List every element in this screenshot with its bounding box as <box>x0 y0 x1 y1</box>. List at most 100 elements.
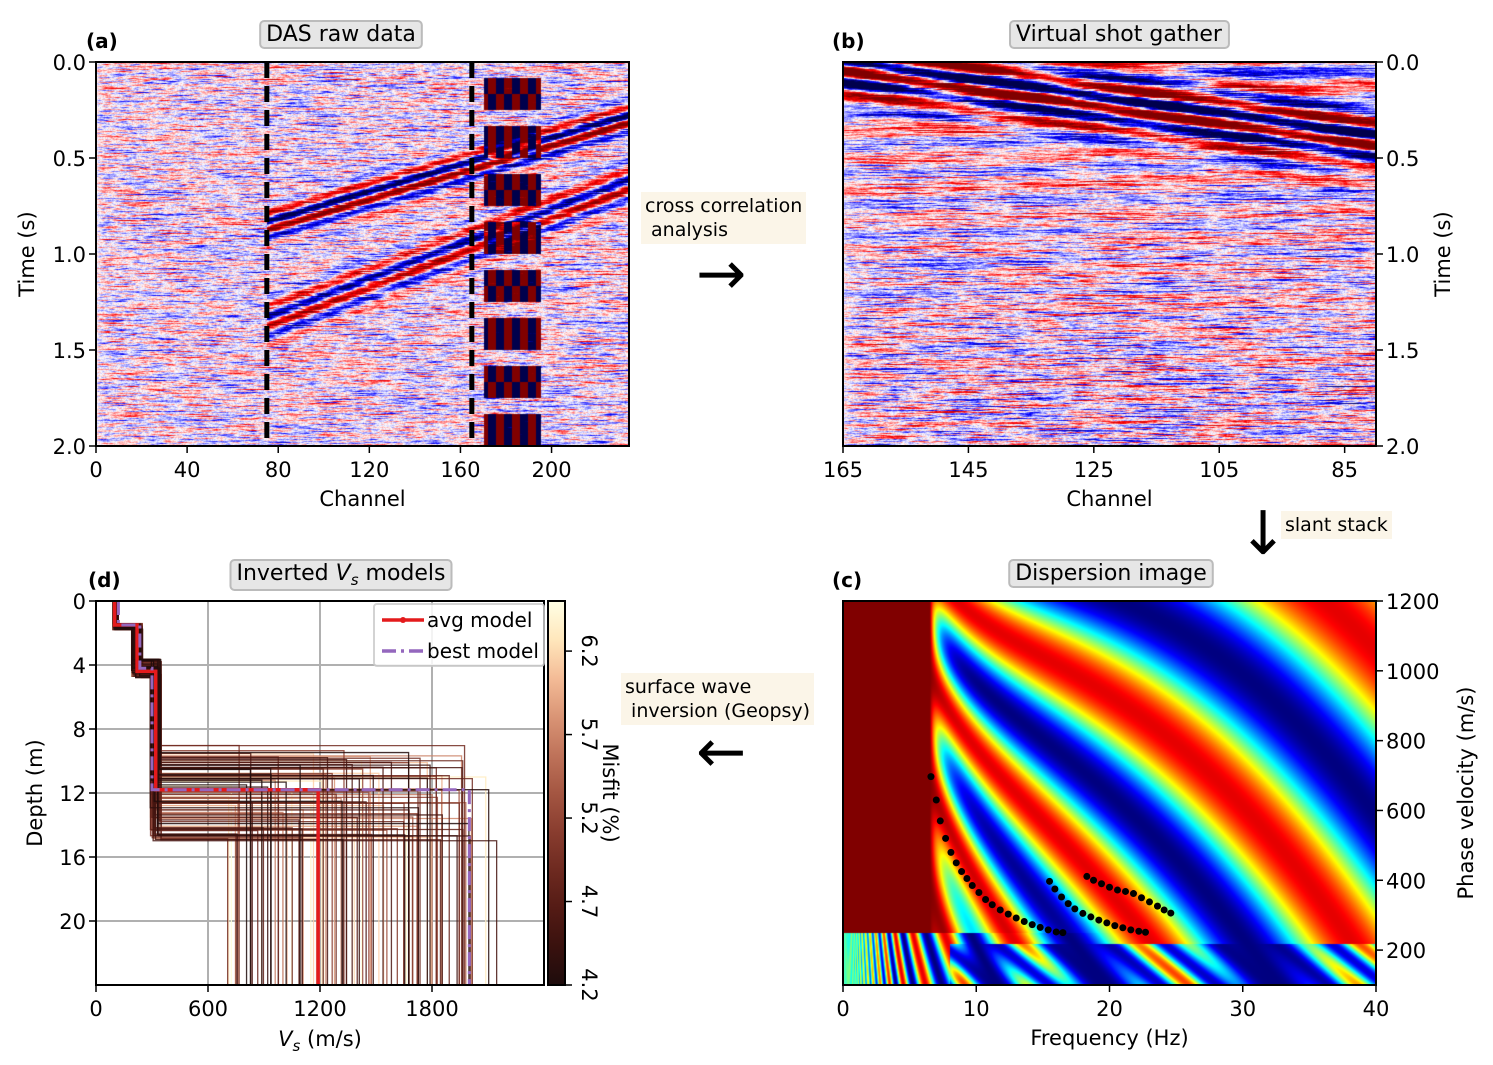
y-tick-label: 1.5 <box>1386 339 1419 363</box>
x-tick-label: 80 <box>265 458 292 482</box>
dispersion-pick-point <box>1046 877 1054 885</box>
xlabel-var: V <box>278 1027 294 1051</box>
dispersion-pick-point <box>996 906 1004 914</box>
xlabel-sub: s <box>293 1037 301 1055</box>
colorbar-tick-label: 6.2 <box>577 634 601 667</box>
panel-title-d: Inverted Vs models <box>236 561 445 589</box>
x-tick-label: 0 <box>836 997 849 1021</box>
y-axis-label: Phase velocity (m/s) <box>1454 687 1478 900</box>
y-tick-label: 4 <box>73 654 86 678</box>
title-suffix: models <box>359 561 446 586</box>
dispersion-pick-point <box>1051 885 1059 893</box>
colorbar-tick-label: 4.7 <box>577 885 601 918</box>
dispersion-pick-point <box>1098 880 1106 888</box>
y-tick-label: 800 <box>1386 730 1426 754</box>
dispersion-pick-point <box>1160 906 1168 914</box>
panel-label-a: (a) <box>86 29 118 53</box>
dispersion-pick-point <box>1111 922 1119 930</box>
x-tick-label: 1200 <box>293 997 346 1021</box>
axes-frame-b <box>842 61 1377 447</box>
x-tick-label: 40 <box>174 458 201 482</box>
y-tick-label: 2.0 <box>1386 435 1419 459</box>
y-tick-label: 1000 <box>1386 660 1439 684</box>
dispersion-pick-point <box>1103 919 1111 927</box>
xlabel-suffix: (m/s) <box>300 1027 362 1051</box>
x-tick-label: 105 <box>1199 458 1239 482</box>
dispersion-pick-point <box>1004 910 1012 918</box>
y-tick-label: 1200 <box>1386 590 1439 614</box>
das-raw-data-image <box>96 62 629 446</box>
dispersion-pick-point <box>982 895 990 903</box>
dispersion-pick-point <box>1083 872 1091 880</box>
dispersion-pick-point <box>1036 923 1044 931</box>
dispersion-pick-point <box>1058 893 1066 901</box>
panel-title-b: Virtual shot gather <box>1016 22 1223 47</box>
model-ensemble <box>112 601 498 985</box>
legend-label-best: best model <box>427 639 539 663</box>
colorbar-tick-label: 5.7 <box>577 718 601 751</box>
x-tick-label: 0 <box>89 458 102 482</box>
title-prefix: Inverted <box>236 561 335 586</box>
dispersion-pick-point <box>988 901 996 909</box>
y-tick-label: 1.5 <box>53 339 86 363</box>
title-box-b <box>1009 20 1230 49</box>
dispersion-pick-point <box>1071 905 1079 913</box>
y-tick-label: 1.0 <box>53 243 86 267</box>
dispersion-pick-point <box>1127 926 1135 934</box>
x-tick-label: 145 <box>948 458 988 482</box>
y-tick-label: 200 <box>1386 939 1426 963</box>
y-tick-label: 600 <box>1386 799 1426 823</box>
panel-label-b: (b) <box>832 29 865 53</box>
dispersion-pick-point <box>936 817 944 825</box>
title-sub: s <box>351 571 359 589</box>
axes-frame-a <box>95 61 630 447</box>
dispersion-pick-point <box>952 859 960 867</box>
dispersion-pick-point <box>1020 917 1028 925</box>
y-tick-label: 400 <box>1386 869 1426 893</box>
y-tick-label: 0.0 <box>1386 51 1419 75</box>
x-tick-label: 120 <box>349 458 389 482</box>
colorbar <box>547 600 566 986</box>
dispersion-pick-point <box>1135 927 1143 935</box>
dispersion-pick-point <box>1028 921 1036 929</box>
axes-frame-c <box>842 600 1377 986</box>
dispersion-pick-point <box>1141 928 1149 936</box>
dispersion-pick-point <box>1090 876 1098 884</box>
dispersion-pick-point <box>963 875 971 883</box>
dispersion-pick-point <box>1052 928 1060 936</box>
y-tick-label: 1.0 <box>1386 243 1419 267</box>
dispersion-pick-point <box>1121 887 1129 895</box>
y-axis-label: Time (s) <box>1431 211 1455 297</box>
dispersion-pick-point <box>1079 909 1087 917</box>
x-tick-label: 0 <box>89 997 102 1021</box>
dispersion-pick-point <box>1153 902 1161 910</box>
x-tick-label: 160 <box>440 458 480 482</box>
dispersion-pick-point <box>958 868 966 876</box>
y-tick-label: 0 <box>73 590 86 614</box>
arrow-left-icon: ← <box>696 717 747 787</box>
title-box-d <box>229 559 453 591</box>
y-tick-label: 0.0 <box>53 51 86 75</box>
x-tick-label: 600 <box>188 997 228 1021</box>
virtual-shot-gather-image <box>843 62 1376 446</box>
x-tick-label: 125 <box>1074 458 1114 482</box>
y-axis-label: Depth (m) <box>23 739 47 846</box>
dispersion-pick-point <box>1119 924 1127 932</box>
x-axis-label: Channel <box>319 487 405 511</box>
y-tick-label: 20 <box>59 910 86 934</box>
title-box-a <box>259 20 423 49</box>
y-tick-label: 0.5 <box>53 147 86 171</box>
arrow-down-icon: ↓ <box>1238 499 1289 569</box>
dispersion-pick-point <box>968 882 976 890</box>
dispersion-pick-point <box>1064 900 1072 908</box>
dispersion-pick-point <box>1106 883 1113 891</box>
dispersion-pick-point <box>947 848 955 856</box>
annotation-inversion: surface wave inversion (Geopsy) <box>621 673 815 725</box>
x-tick-label: 165 <box>823 458 863 482</box>
x-axis-label: Vs (m/s) <box>278 1027 362 1055</box>
arrow-right-icon: → <box>696 239 747 309</box>
y-tick-label: 16 <box>59 846 86 870</box>
panel-label-d: (d) <box>88 568 121 592</box>
dispersion-pick-point <box>1059 929 1067 937</box>
